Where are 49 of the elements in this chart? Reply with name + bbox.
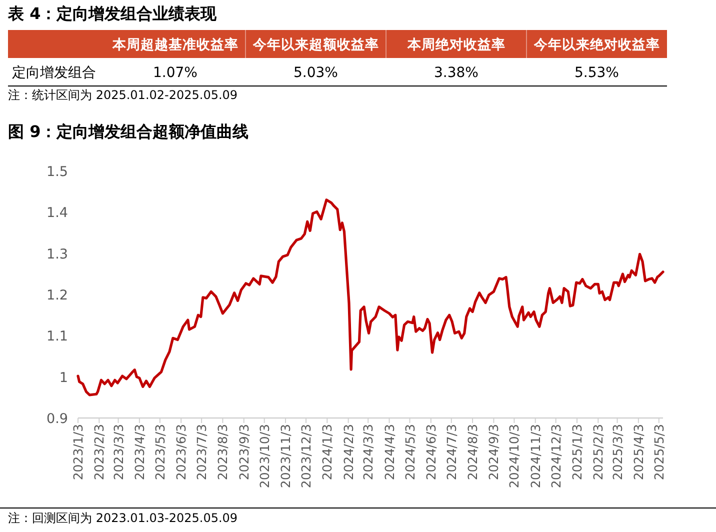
xtick: 2023/7/3	[194, 424, 210, 480]
xtick: 2025/3/3	[610, 424, 625, 480]
xtick: 2024/9/3	[486, 424, 502, 480]
title: 表 4：定向增发组合业绩表现	[8, 4, 217, 23]
ytick: 1.2	[46, 288, 68, 304]
xtick: 2023/9/3	[236, 424, 252, 480]
xtick: 2024/4/3	[382, 424, 397, 480]
xtick: 2024/2/3	[340, 424, 356, 480]
row-label: 定向增发组合	[12, 65, 96, 81]
xtick: 2025/5/3	[651, 424, 666, 480]
header: 今年以来绝对收益率	[534, 37, 660, 53]
xtick: 2023/2/3	[92, 424, 107, 480]
xtick: 2023/6/3	[174, 424, 189, 480]
ytick: 1.4	[46, 205, 68, 222]
ytick: 1.1	[46, 328, 68, 345]
xtick: 2023/4/3	[132, 424, 147, 480]
cell: 5.03%	[294, 65, 338, 81]
header: 今年以来超额收益率	[252, 37, 379, 53]
xtick: 2023/5/3	[152, 424, 168, 480]
xtick: 2023/8/3	[215, 424, 230, 480]
header: 本周绝对收益率	[407, 37, 506, 53]
xtick: 2023/3/3	[110, 424, 126, 480]
header: 本周超越基准收益率	[112, 37, 238, 53]
xtick: 2024/11/3	[528, 424, 543, 488]
ytick: 1.5	[46, 164, 68, 180]
xtick: 2023/1/3	[70, 424, 86, 480]
ytick: 1.3	[46, 246, 68, 262]
note: 注：回测区间为 2023.01.03-2025.05.09	[8, 511, 238, 525]
xtick: 2024/10/3	[506, 424, 522, 488]
xtick: 2023/10/3	[256, 424, 272, 488]
cell: 3.38%	[434, 65, 478, 81]
xtick: 2025/4/3	[630, 424, 646, 480]
xtick: 2024/8/3	[465, 424, 480, 480]
title: 图 9：定向增发组合超额净值曲线	[8, 122, 249, 141]
ytick: 0.9	[46, 411, 68, 427]
xtick: 2023/12/3	[298, 424, 314, 488]
xtick: 2023/11/3	[278, 424, 294, 488]
xtick: 2024/1/3	[320, 424, 335, 480]
xtick: 2024/5/3	[402, 424, 418, 480]
xtick: 2024/6/3	[423, 424, 438, 480]
xtick: 2024/7/3	[444, 424, 459, 480]
xtick: 2025/2/3	[590, 424, 606, 480]
cell: 1.07%	[153, 65, 198, 81]
xtick: 2024/12/3	[548, 424, 564, 488]
cell: 5.53%	[574, 65, 619, 81]
xtick: 2024/3/3	[360, 424, 376, 480]
note: 注：统计区间为 2025.01.02-2025.05.09	[8, 88, 238, 102]
ytick: 1	[59, 370, 68, 386]
xtick: 2025/1/3	[570, 424, 584, 480]
